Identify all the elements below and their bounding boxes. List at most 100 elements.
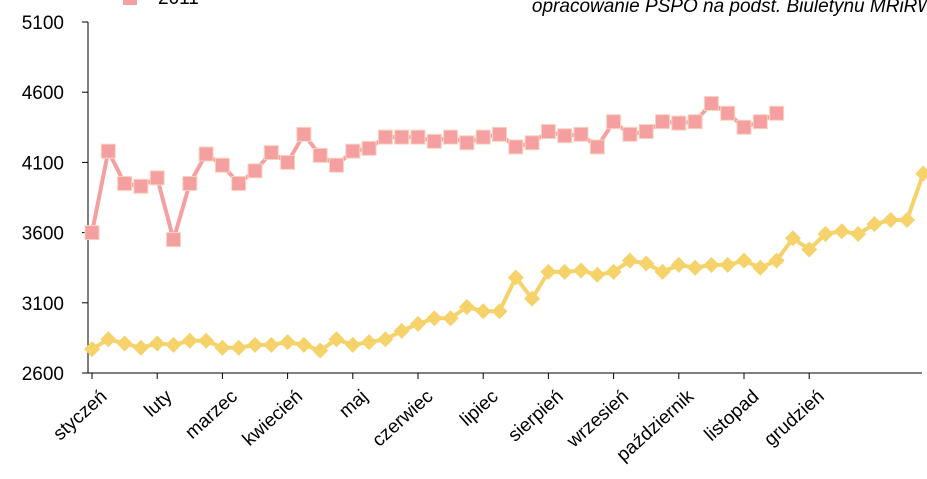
data-point xyxy=(492,126,507,142)
series-2 xyxy=(84,165,927,359)
data-point xyxy=(605,263,622,280)
data-point xyxy=(540,263,557,280)
data-point xyxy=(654,263,671,280)
data-point xyxy=(132,339,149,356)
data-point xyxy=(622,126,638,142)
data-point xyxy=(882,211,899,228)
data-point xyxy=(328,331,345,348)
data-point xyxy=(263,336,280,353)
data-point xyxy=(507,269,524,286)
data-point xyxy=(410,129,426,145)
data-point xyxy=(84,225,100,241)
data-point xyxy=(247,163,263,179)
data-point xyxy=(752,114,768,130)
data-point xyxy=(768,252,785,269)
data-point xyxy=(182,175,198,191)
data-point xyxy=(671,115,687,131)
legend: 2011 xyxy=(123,0,199,9)
data-point xyxy=(312,342,329,359)
y-tick-label: 5100 xyxy=(22,13,64,34)
data-point xyxy=(703,256,720,273)
data-point xyxy=(149,335,166,352)
data-point xyxy=(361,334,378,351)
series-line xyxy=(90,172,926,353)
y-tick-label: 3100 xyxy=(22,294,64,315)
data-point xyxy=(720,105,736,121)
data-point xyxy=(589,139,605,155)
data-point xyxy=(84,341,100,358)
data-point xyxy=(133,178,149,194)
data-point xyxy=(915,165,927,182)
data-point xyxy=(638,124,654,140)
data-point xyxy=(621,252,638,269)
data-point xyxy=(524,290,541,307)
data-point xyxy=(687,114,703,130)
data-point xyxy=(573,262,589,279)
data-point xyxy=(719,256,736,273)
data-point xyxy=(638,255,655,272)
data-point xyxy=(736,119,752,135)
data-point xyxy=(296,126,312,142)
data-point xyxy=(556,263,573,280)
data-point xyxy=(312,147,328,163)
data-point xyxy=(214,157,230,173)
data-point xyxy=(426,310,443,327)
data-point xyxy=(361,140,377,156)
x-tick-label: sierpień xyxy=(504,386,568,446)
series-1 xyxy=(84,95,785,248)
x-tick-label: listopad xyxy=(701,386,764,445)
data-point xyxy=(263,145,279,161)
data-point xyxy=(100,331,117,348)
x-tick-label: czerwiec xyxy=(368,386,437,451)
data-point xyxy=(279,334,296,351)
x-tick-label: kwiecień xyxy=(239,386,307,450)
data-point xyxy=(410,315,426,332)
data-point xyxy=(557,128,573,144)
data-point xyxy=(491,303,508,320)
data-point xyxy=(295,336,312,353)
data-point xyxy=(784,230,801,247)
data-point xyxy=(247,336,263,353)
data-point xyxy=(769,105,785,121)
x-tick-label: grudzień xyxy=(760,386,828,450)
x-tick-label: lipiec xyxy=(456,386,502,431)
y-tick-label: 3600 xyxy=(22,224,64,245)
data-point xyxy=(833,223,850,240)
data-point xyxy=(736,252,752,269)
data-point xyxy=(426,133,442,149)
data-point xyxy=(344,336,361,353)
data-point xyxy=(589,266,606,283)
data-point xyxy=(377,129,393,145)
data-point xyxy=(117,175,133,191)
x-tick-label: styczeń xyxy=(49,386,111,445)
data-point xyxy=(116,335,133,352)
data-point xyxy=(181,332,198,349)
data-point xyxy=(198,332,215,349)
data-point xyxy=(393,322,410,339)
data-point xyxy=(198,146,214,162)
data-point xyxy=(524,135,540,151)
data-point xyxy=(377,331,394,348)
source-note: opracowanie PSPO na podst. Biuletynu MRi… xyxy=(532,0,927,17)
x-tick-label: marzec xyxy=(181,386,241,443)
data-point xyxy=(459,135,475,151)
legend-marker-2011 xyxy=(123,0,137,5)
data-point xyxy=(394,129,410,145)
data-point xyxy=(606,114,622,130)
data-point xyxy=(214,339,231,356)
data-point xyxy=(703,95,719,111)
x-tick-label: luty xyxy=(141,386,177,422)
data-point xyxy=(345,143,361,159)
data-point xyxy=(655,114,670,130)
x-tick-label: maj xyxy=(335,386,372,422)
legend-label-2011: 2011 xyxy=(158,0,199,9)
data-point xyxy=(475,303,492,320)
y-tick-label: 4600 xyxy=(22,83,64,104)
data-point xyxy=(458,299,475,316)
data-point xyxy=(165,336,182,353)
data-point xyxy=(670,256,687,273)
data-point xyxy=(329,157,344,173)
data-point xyxy=(540,124,556,140)
data-point xyxy=(866,216,883,233)
